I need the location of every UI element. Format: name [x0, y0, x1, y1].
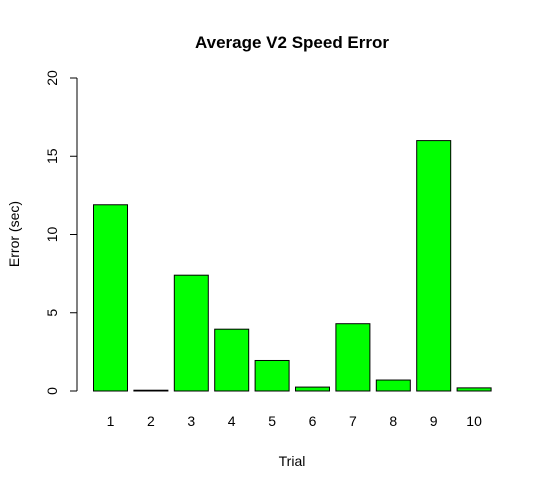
bar-trial-7	[335, 323, 371, 392]
y-tick-label: 10	[44, 227, 60, 243]
bars-group	[93, 140, 492, 392]
bar-trial-9	[416, 140, 452, 392]
x-tick-label: 4	[228, 413, 236, 429]
x-axis-label: Trial	[279, 453, 306, 469]
bar-trial-4	[214, 328, 250, 392]
x-tick-label: 5	[268, 413, 276, 429]
y-tick-label: 20	[44, 70, 60, 86]
x-tick-label: 10	[466, 413, 482, 429]
bar-trial-6	[295, 386, 330, 392]
x-tick-label: 8	[389, 413, 397, 429]
bar-trial-5	[254, 359, 290, 392]
x-tick-label: 1	[107, 413, 115, 429]
x-tick-label: 6	[309, 413, 317, 429]
bar-trial-10	[456, 387, 492, 392]
x-tick-labels: 1 2 3 4 5 6 7 8 9 10	[107, 413, 482, 429]
y-tick-label: 5	[44, 309, 60, 317]
x-tick-label: 2	[147, 413, 155, 429]
y-axis-label: Error (sec)	[6, 201, 22, 267]
y-axis-ticks: 0 5 10 15 20	[44, 70, 77, 395]
chart-title: Average V2 Speed Error	[195, 33, 389, 52]
x-tick-label: 3	[187, 413, 195, 429]
x-tick-label: 7	[349, 413, 357, 429]
y-tick-label: 15	[44, 148, 60, 164]
bar-trial-2	[133, 389, 169, 392]
y-tick-label: 0	[44, 387, 60, 395]
bar-trial-8	[375, 379, 411, 392]
bar-trial-1	[93, 204, 128, 392]
x-tick-label: 9	[430, 413, 438, 429]
bar-trial-3	[173, 274, 209, 392]
